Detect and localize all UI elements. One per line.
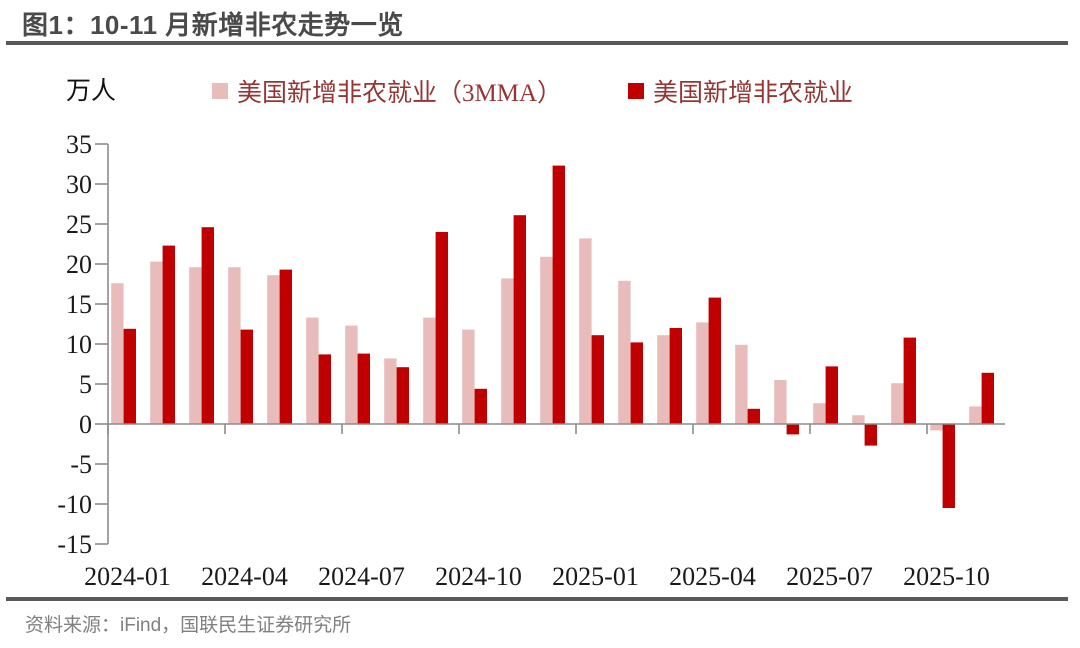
bar-monthly-2024-04 [240,329,253,424]
legend-swatch-monthly [628,83,645,99]
bar-monthly-2024-07 [357,353,370,424]
bar-3mma-2024-06 [306,317,319,424]
bar-3mma-2025-04 [696,322,709,424]
bar-monthly-2025-05 [747,408,760,424]
bar-3mma-2024-02 [150,261,163,424]
bar-monthly-2024-11 [513,215,526,424]
source-note: 资料来源：iFind，国联民生证券研究所 [25,615,352,636]
y-axis-unit-label: 万人 [66,78,117,105]
bar-monthly-2025-06 [786,424,799,435]
bar-3mma-2025-10 [930,424,943,431]
bar-monthly-2024-05 [279,269,292,424]
x-tick-label: 2024-01 [84,562,171,591]
legend-item-monthly: 美国新增非农就业 [628,73,853,109]
bar-monthly-2024-12 [552,165,565,424]
x-tick-label: 2025-10 [903,562,990,591]
legend-swatch-3mma [212,83,228,99]
x-tick-label: 2025-04 [669,562,756,591]
bar-3mma-2025-07 [813,403,826,424]
bar-3mma-2025-01 [579,238,592,424]
bar-3mma-2024-05 [267,275,280,424]
bar-3mma-2025-11 [969,406,982,424]
bar-3mma-2024-11 [501,278,514,424]
bar-monthly-2025-07 [825,366,838,424]
chart-legend: 美国新增非农就业（3MMA） 美国新增非农就业 [212,73,853,109]
bar-3mma-2024-12 [540,256,553,424]
y-tick-label: 0 [79,410,92,439]
y-tick-label: 30 [66,170,92,199]
bar-monthly-2024-06 [318,354,331,424]
bar-3mma-2024-08 [384,358,397,424]
bar-monthly-2025-09 [903,337,916,424]
x-tick-label: 2025-07 [786,562,873,591]
bar-3mma-2024-10 [462,329,475,424]
y-tick-label: 5 [79,370,92,399]
bar-3mma-2025-08 [852,415,865,424]
legend-label-monthly: 美国新增非农就业 [653,80,854,107]
bar-3mma-2025-02 [618,280,631,424]
bar-monthly-2025-10 [942,424,955,508]
y-tick-label: 15 [66,290,92,319]
legend-item-3mma: 美国新增非农就业（3MMA） [212,73,562,109]
bar-3mma-2024-03 [189,267,202,424]
bar-3mma-2024-04 [228,267,241,424]
bar-monthly-2024-01 [123,328,136,424]
legend-label-3mma: 美国新增非农就业（3MMA） [237,80,563,107]
y-tick-label: -10 [57,490,92,519]
figure-title: 图1：10-11 月新增非农走势一览 [22,10,404,40]
bar-3mma-2025-05 [735,344,748,424]
y-tick-label: 20 [66,250,92,279]
y-tick-label: -5 [70,450,92,479]
bar-monthly-2025-08 [864,424,877,446]
y-tick-label: -15 [57,530,92,559]
bar-monthly-2024-02 [162,245,175,424]
bar-monthly-2025-11 [981,372,994,424]
title-underline [6,41,1068,45]
bar-monthly-2025-03 [669,328,682,424]
y-tick-label: 25 [66,210,92,239]
bar-3mma-2025-06 [774,380,787,424]
bar-monthly-2024-10 [474,388,487,424]
x-tick-label: 2024-10 [435,562,522,591]
bar-3mma-2025-03 [657,335,670,424]
x-tick-label: 2025-01 [552,562,639,591]
bar-3mma-2025-09 [891,383,904,424]
x-tick-label: 2024-07 [318,562,405,591]
bar-monthly-2024-08 [396,367,409,424]
x-tick-label: 2024-04 [201,562,288,591]
bar-monthly-2024-09 [435,232,448,424]
y-tick-label: 35 [66,130,92,159]
bar-monthly-2024-03 [201,227,214,424]
y-tick-label: 10 [66,330,92,359]
bar-monthly-2025-01 [591,335,604,424]
bar-3mma-2024-07 [345,325,358,424]
figure-bottom-rule [6,597,1068,601]
bar-monthly-2025-02 [630,342,643,424]
bar-monthly-2025-04 [708,297,721,424]
bar-3mma-2024-01 [111,283,124,424]
bar-3mma-2024-09 [423,317,436,424]
